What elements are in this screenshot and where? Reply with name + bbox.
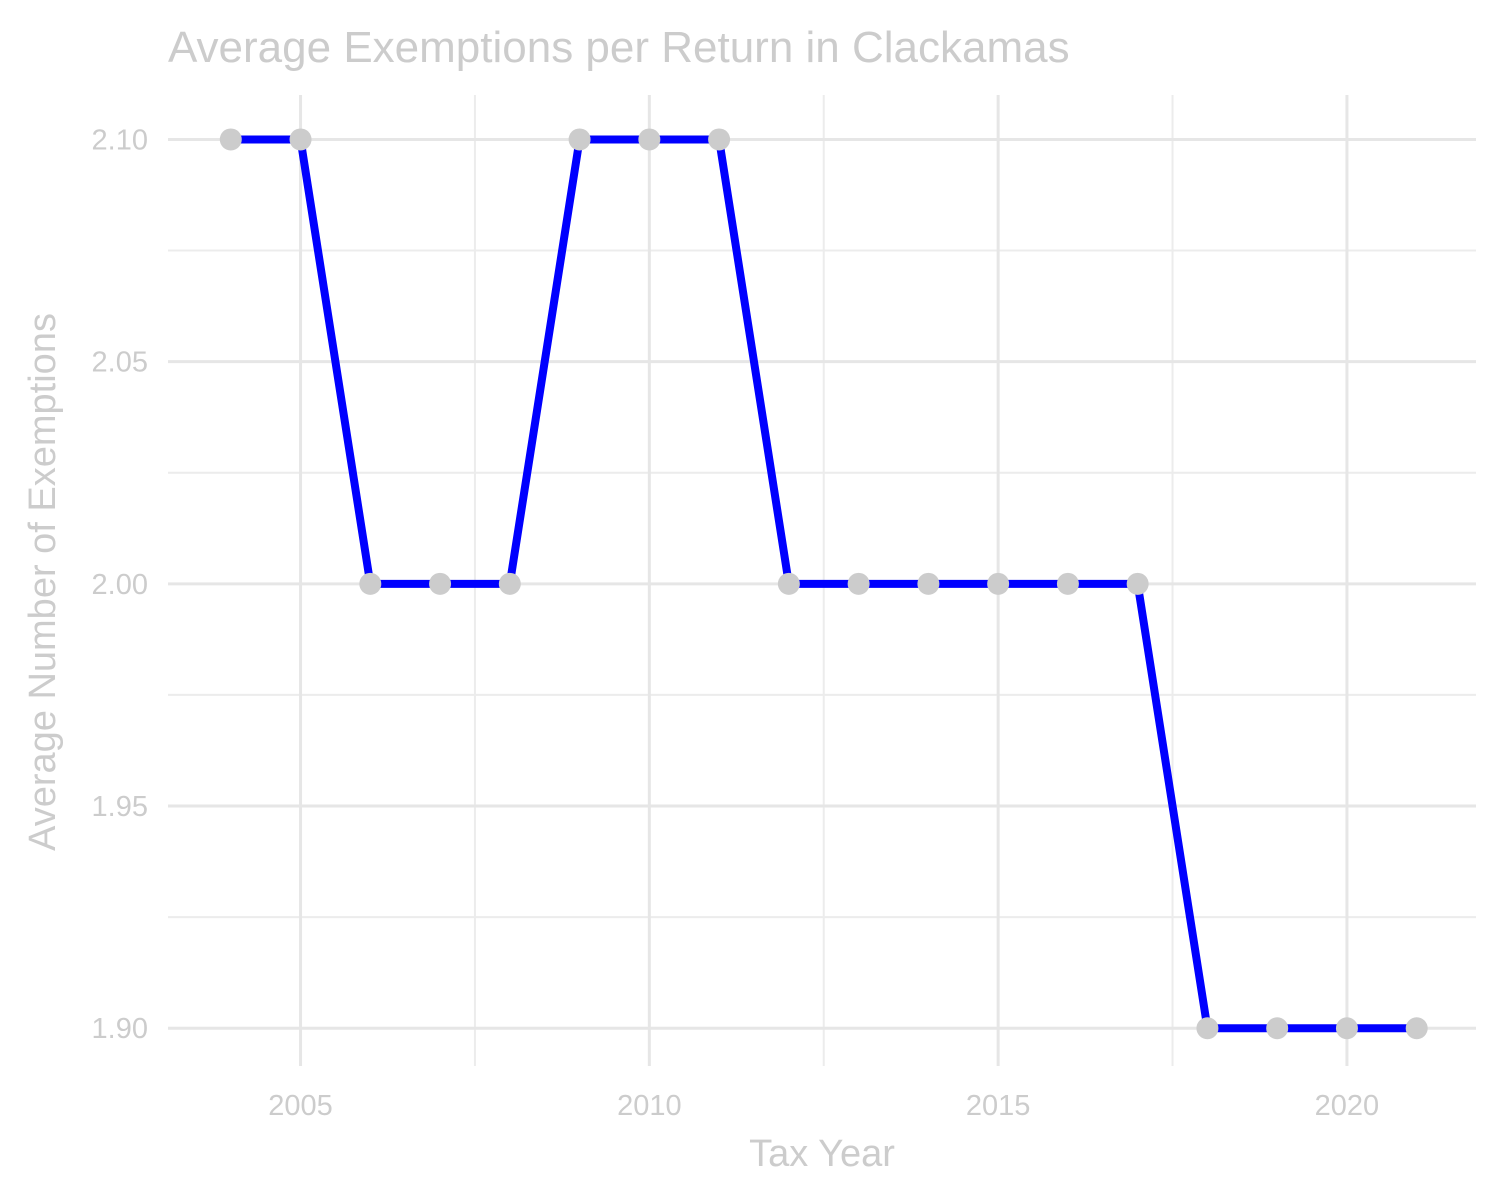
- data-point: [987, 572, 1010, 595]
- data-point: [917, 572, 940, 595]
- y-tick-label: 1.95: [92, 791, 148, 823]
- y-tick-label: 2.05: [92, 347, 148, 379]
- series-line: [226, 135, 1421, 1033]
- y-tick-label: 2.00: [92, 569, 148, 601]
- series-line-group: [226, 135, 1421, 1033]
- data-point: [1335, 1017, 1358, 1040]
- data-point: [1056, 572, 1079, 595]
- x-tick-label: 2020: [1315, 1090, 1380, 1122]
- data-point: [1266, 1017, 1289, 1040]
- x-tick-label: 2010: [617, 1090, 682, 1122]
- y-axis-label: Average Number of Exemptions: [22, 313, 64, 851]
- series-points-group: [219, 128, 1428, 1040]
- x-tick-label: 2015: [966, 1090, 1031, 1122]
- x-tick-label: 2005: [268, 1090, 333, 1122]
- x-axis-ticks: 2005 2010 2015 2020: [268, 1090, 1379, 1122]
- data-point: [777, 572, 800, 595]
- data-point: [1126, 572, 1149, 595]
- y-tick-label: 1.90: [92, 1013, 148, 1045]
- data-point: [498, 572, 521, 595]
- y-tick-label: 2.10: [92, 124, 148, 156]
- data-point: [708, 128, 731, 151]
- x-axis-label: Tax Year: [749, 1133, 895, 1175]
- data-point: [359, 572, 382, 595]
- y-axis-ticks: 1.90 1.95 2.00 2.05 2.10: [92, 124, 148, 1045]
- data-point: [219, 128, 242, 151]
- data-point: [1405, 1017, 1428, 1040]
- data-point: [429, 572, 452, 595]
- chart-title: Average Exemptions per Return in Clackam…: [168, 23, 1070, 72]
- data-point: [289, 128, 312, 151]
- data-point: [568, 128, 591, 151]
- data-point: [847, 572, 870, 595]
- data-point: [1196, 1017, 1219, 1040]
- data-point: [638, 128, 661, 151]
